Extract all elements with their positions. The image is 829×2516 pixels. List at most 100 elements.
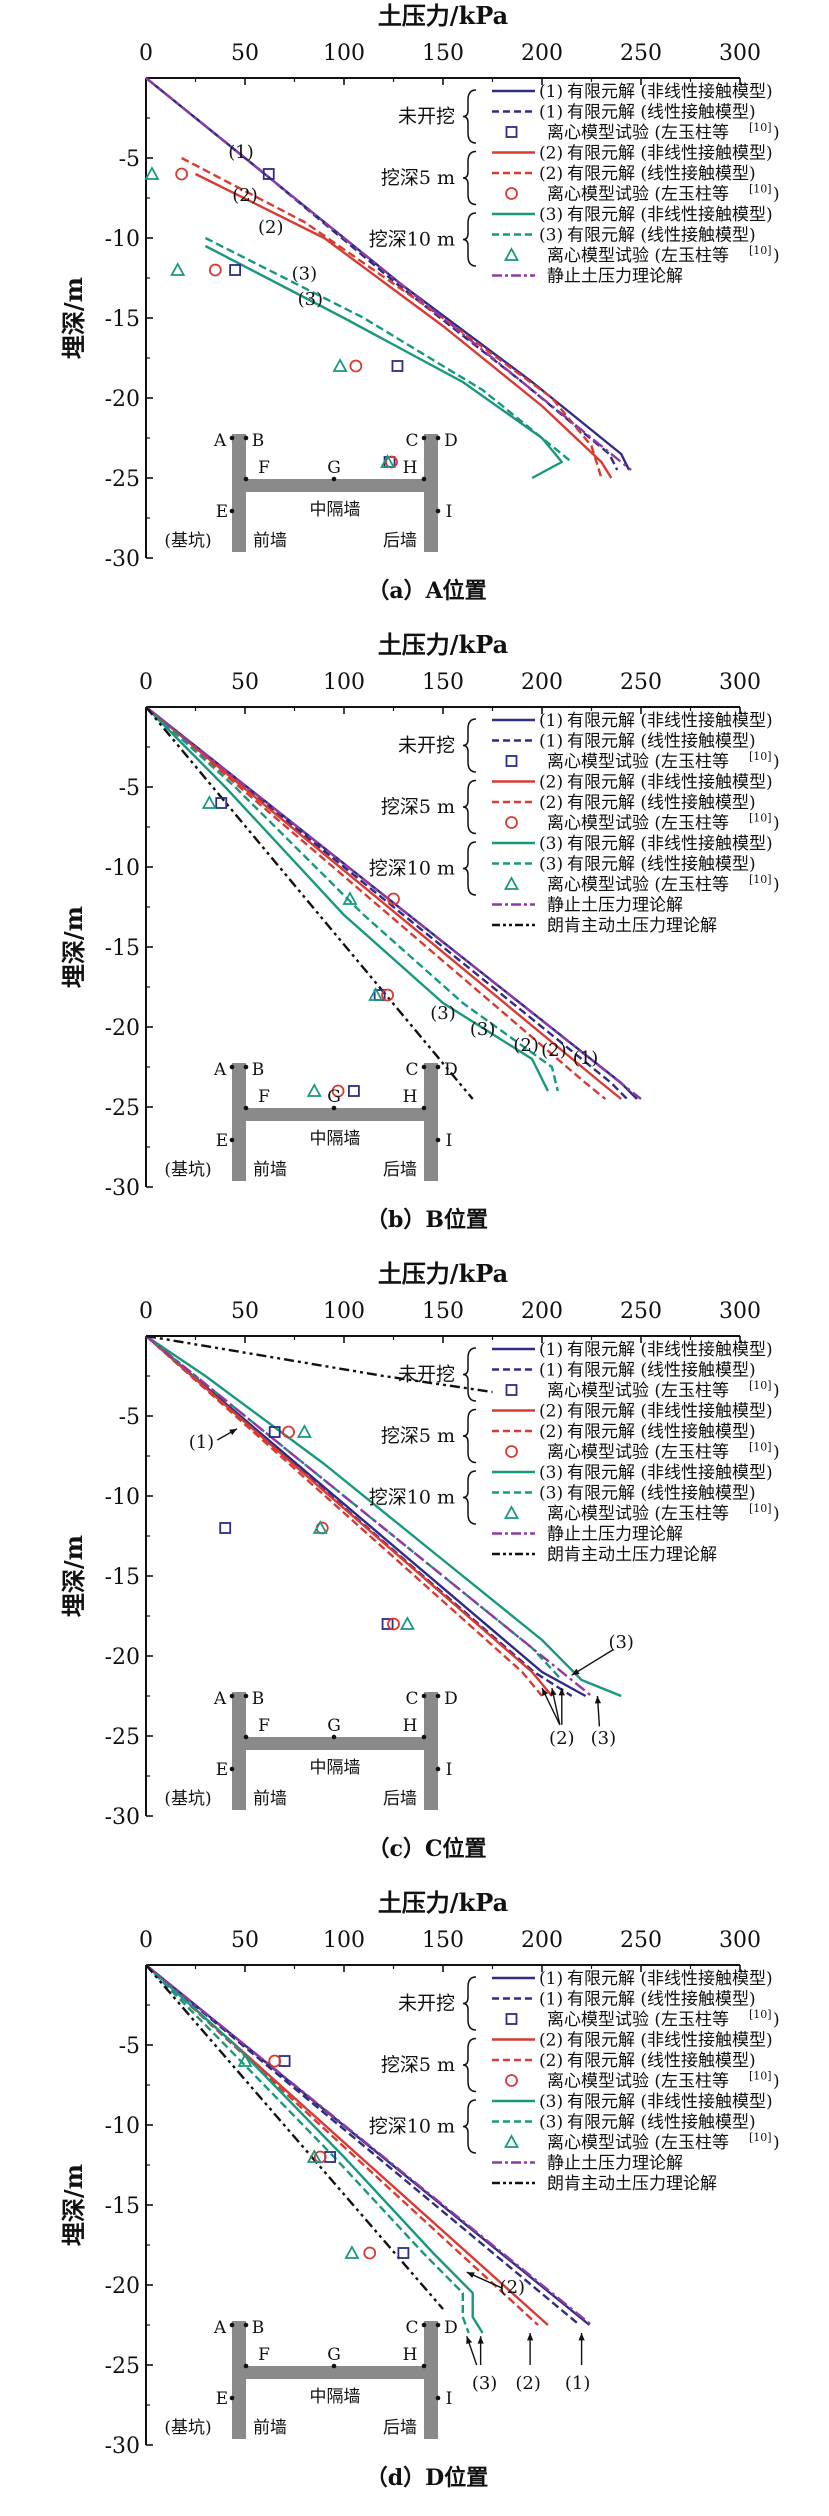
schematic-label-F: F	[258, 2345, 270, 2365]
schematic-point	[229, 1766, 235, 1772]
legend-marker-square	[505, 2013, 518, 2025]
marker-circle	[268, 2054, 282, 2068]
legend-text-centrifuge: 离心模型试验 (左玉柱等	[547, 1504, 729, 1524]
schematic-label-F: F	[258, 458, 270, 478]
legend-reference: [10]	[749, 2070, 772, 2083]
schematic-point	[435, 1137, 441, 1143]
panel-caption: （b）B位置	[366, 1207, 488, 1233]
y-axis-title: 埋深/m	[59, 2164, 88, 2246]
legend-number: (1)	[539, 1990, 563, 2010]
legend-reference: [10]	[749, 1379, 772, 1392]
legend-text-close: )	[773, 875, 780, 895]
legend-group-label: 挖深10 m	[369, 229, 455, 251]
schematic-label-D: D	[444, 1060, 458, 1080]
marker-triangle	[332, 358, 348, 372]
schematic-point	[243, 1693, 249, 1699]
series-line-m5_nl	[145, 1335, 553, 1697]
y-axis-title: 埋深/m	[59, 277, 88, 359]
series-line-none_li	[145, 1964, 581, 2326]
marker-triangle	[237, 2053, 253, 2067]
schematic-label-F: F	[258, 1716, 270, 1736]
mid-wall-shape	[246, 2366, 424, 2379]
curve-annotation: (3)	[591, 1728, 617, 1749]
schematic-point	[435, 1766, 441, 1772]
schematic-label-A: A	[213, 1060, 227, 1080]
x-tick-label: 150	[422, 41, 464, 66]
schematic-point	[243, 2363, 249, 2369]
legend-text-linear: 有限元解 (线性接触模型)	[567, 226, 756, 246]
legend-group-label: 挖深5 m	[381, 1425, 455, 1447]
legend-text-centrifuge: 离心模型试验 (左玉柱等	[547, 752, 729, 772]
schematic-label-pit: (基坑)	[164, 531, 211, 551]
legend-number: (1)	[539, 103, 563, 123]
legend-number: (3)	[539, 855, 563, 875]
schematic-point	[229, 1137, 235, 1143]
legend-text-close: )	[773, 246, 780, 266]
series-line-m10_nl	[204, 244, 563, 480]
back-wall-shape	[424, 1063, 438, 1181]
y-tick-label: -10	[105, 2114, 140, 2139]
y-tick-label: -15	[105, 307, 140, 332]
series-line-m10_li	[145, 706, 559, 1092]
schematic-label-E: E	[216, 1131, 228, 1151]
marker-triangle	[144, 166, 160, 180]
curve-annotation: (2)	[513, 1035, 539, 1056]
marker-triangle	[380, 454, 396, 468]
legend-text-rest: 静止土压力理论解	[547, 1525, 683, 1545]
legend-marker-triangle	[503, 2134, 520, 2148]
schematic-label-back: 后墙	[383, 1160, 417, 1180]
series-line-m5_li	[145, 706, 607, 1100]
arrow-head	[578, 2333, 585, 2341]
legend-text-nonlinear: 有限元解 (非线性接触模型)	[567, 834, 773, 854]
arrow-head	[466, 2336, 473, 2345]
legend-number: (2)	[539, 1422, 563, 1442]
schematic-point	[243, 435, 249, 441]
schematic-label-B: B	[252, 1689, 265, 1709]
schematic-point	[421, 2363, 427, 2369]
legend-brace	[462, 2037, 477, 2093]
schematic-point	[243, 1105, 249, 1111]
curve-annotation: (2)	[515, 2373, 541, 2394]
x-tick-label: 300	[719, 1299, 761, 1324]
legend-text-active: 朗肯主动土压力理论解	[547, 2174, 717, 2194]
legend-marker-circle	[505, 1445, 518, 1458]
schematic-label-G: G	[327, 458, 341, 478]
schematic-label-pit: (基坑)	[164, 2418, 211, 2438]
curve-annotation: (1)	[189, 1432, 215, 1453]
series-line-m5_li	[181, 156, 603, 479]
curve-annotation: (2)	[258, 217, 284, 238]
schematic-label-mid: 中隔墙	[310, 1758, 361, 1778]
schematic-label-front: 前墙	[253, 1789, 287, 1809]
chart-panel-3: 土压力/kPa 0 50 100 150 200 250 300 -5 -10 -15 -20 -25 -…	[59, 1259, 780, 1862]
y-tick-label: -30	[105, 2434, 140, 2459]
schematic-label-C: C	[405, 1689, 418, 1709]
schematic-point	[435, 2322, 441, 2328]
marker-circle	[381, 988, 394, 1002]
x-tick-label: 150	[422, 670, 464, 695]
legend-brace	[462, 89, 477, 144]
schematic-label-D: D	[444, 431, 458, 451]
curve-annotation: (1)	[573, 1048, 599, 1069]
x-tick-label: 50	[231, 41, 259, 66]
legend-marker-circle	[505, 2074, 518, 2087]
arrow-head	[594, 1696, 602, 1704]
legend-number: (2)	[539, 793, 563, 813]
legend-text-nonlinear: 有限元解 (非线性接触模型)	[567, 205, 773, 225]
schematic-label-pit: (基坑)	[164, 1160, 211, 1180]
y-tick-label: -25	[105, 1725, 140, 1750]
schematic-point	[435, 435, 441, 441]
x-tick-label: 100	[323, 41, 365, 66]
legend-number: (2)	[539, 2031, 563, 2051]
x-tick-label: 300	[719, 41, 761, 66]
y-tick-label: -25	[105, 467, 140, 492]
y-axis-title: 埋深/m	[59, 906, 88, 988]
schematic-point	[421, 1693, 427, 1699]
legend-number: (3)	[539, 1484, 563, 1504]
y-tick-label: -20	[105, 387, 140, 412]
series-line-m10_nl	[145, 1335, 622, 1698]
legend-number: (1)	[539, 1361, 563, 1381]
legend-marker-circle	[505, 187, 518, 200]
curve-annotation: (1)	[565, 2373, 591, 2394]
